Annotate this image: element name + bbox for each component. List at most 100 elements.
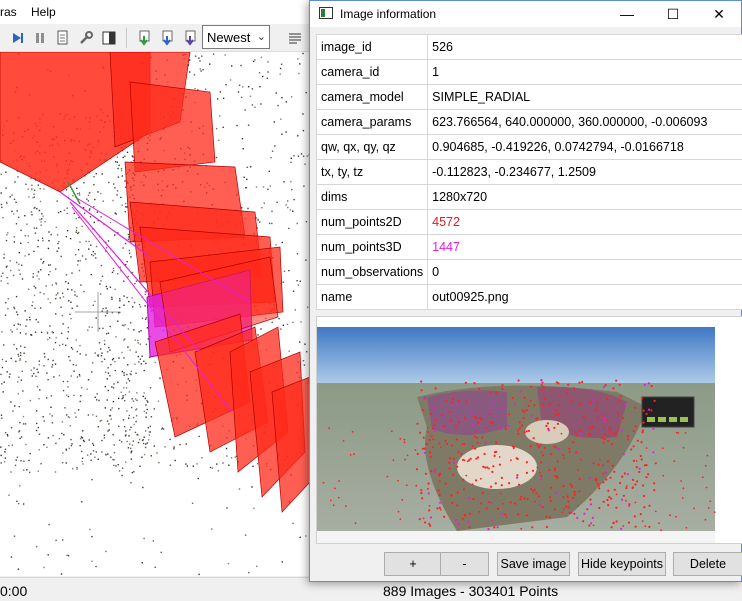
point-cloud-view[interactable] — [0, 52, 310, 576]
download-purple-icon[interactable] — [180, 27, 202, 49]
zoom-out-button[interactable]: - — [440, 552, 489, 576]
point — [134, 431, 137, 434]
point — [80, 450, 83, 453]
keypoint — [553, 426, 556, 429]
hide-keypoints-button[interactable]: Hide keypoints — [578, 552, 666, 576]
point — [109, 375, 111, 377]
point — [145, 412, 148, 414]
keypoint — [421, 408, 424, 412]
point — [302, 155, 305, 157]
point — [65, 189, 68, 191]
keypoint — [608, 496, 611, 499]
download-blue-icon[interactable] — [157, 27, 179, 49]
point — [60, 573, 63, 575]
point — [305, 259, 307, 261]
point — [209, 466, 212, 469]
close-button[interactable]: ✕ — [713, 5, 725, 22]
info-key: camera_model — [315, 84, 429, 110]
table-row[interactable]: camera_params 623.766564, 640.000000, 36… — [315, 109, 742, 135]
point — [161, 427, 164, 429]
point — [229, 79, 232, 81]
keypoint — [713, 511, 716, 513]
point — [55, 442, 57, 445]
keypoint — [556, 422, 559, 425]
point — [31, 375, 33, 377]
table-row[interactable]: num_observations 0 — [315, 259, 742, 285]
point — [106, 378, 108, 380]
newest-select[interactable]: Newest ⌄ — [202, 25, 270, 49]
point — [215, 156, 218, 159]
delete-button[interactable]: Delete — [673, 552, 742, 576]
table-row[interactable]: image_id 526 — [315, 34, 742, 60]
point — [15, 360, 17, 363]
point — [169, 438, 171, 441]
point — [111, 359, 114, 361]
keypoint — [438, 480, 441, 483]
keypoint — [595, 479, 598, 482]
point — [139, 465, 141, 467]
keypoint — [640, 397, 643, 400]
point — [89, 216, 92, 218]
point — [106, 351, 109, 353]
align-icon[interactable] — [284, 27, 306, 49]
point — [22, 415, 25, 418]
point — [107, 240, 110, 242]
keypoint — [627, 435, 630, 438]
point — [19, 352, 22, 354]
download-green-icon[interactable] — [134, 27, 156, 49]
point — [240, 64, 242, 67]
keypoint — [466, 460, 469, 463]
point — [0, 192, 2, 194]
save-image-button[interactable]: Save image — [497, 552, 570, 576]
point — [108, 429, 110, 431]
table-row[interactable]: tx, ty, tz -0.112823, -0.234677, 1.2509 — [315, 159, 742, 185]
minimize-button[interactable]: — — [620, 6, 634, 22]
point — [116, 161, 118, 163]
point — [32, 301, 34, 303]
point — [9, 260, 11, 262]
point — [141, 562, 143, 564]
keypoint — [588, 524, 591, 527]
point — [123, 280, 125, 282]
point — [81, 457, 84, 459]
point — [80, 386, 83, 389]
table-row[interactable]: camera_model SIMPLE_RADIAL — [315, 84, 742, 110]
wrench-icon[interactable] — [75, 27, 97, 49]
zoom-in-button[interactable]: + — [384, 552, 442, 576]
maximize-button[interactable]: ☐ — [666, 5, 680, 22]
point — [169, 464, 172, 466]
point — [30, 369, 33, 371]
dialog-titlebar[interactable]: Image information — ☐ ✕ — [310, 1, 741, 27]
table-row[interactable]: dims 1280x720 — [315, 184, 742, 210]
point — [240, 96, 243, 99]
keypoint — [504, 427, 507, 430]
info-value: out00925.png — [427, 284, 742, 310]
point — [158, 461, 160, 464]
menu-item-extras[interactable]: ras — [0, 5, 17, 19]
image-preview[interactable] — [316, 316, 742, 544]
keypoint — [558, 404, 561, 407]
point — [304, 343, 306, 345]
keypoint — [510, 459, 512, 462]
document-icon[interactable] — [52, 27, 74, 49]
contrast-icon[interactable] — [98, 27, 120, 49]
point — [39, 218, 41, 221]
keypoint — [603, 417, 606, 421]
point — [75, 364, 77, 366]
keypoint — [541, 388, 544, 391]
play-icon[interactable] — [6, 27, 28, 49]
table-row[interactable]: name out00925.png — [315, 284, 742, 310]
keypoint — [562, 496, 565, 499]
table-row[interactable]: num_points3D 1447 — [315, 234, 742, 260]
reconstruction-viewport[interactable] — [0, 52, 310, 576]
point — [38, 433, 41, 435]
menu-item-help[interactable]: Help — [31, 5, 56, 19]
pause-icon[interactable] — [29, 27, 51, 49]
point — [79, 344, 81, 347]
table-row[interactable]: num_points2D 4572 — [315, 209, 742, 235]
table-row[interactable]: camera_id 1 — [315, 59, 742, 85]
point — [205, 88, 207, 90]
point — [48, 274, 50, 276]
table-row[interactable]: qw, qx, qy, qz 0.904685, -0.419226, 0.07… — [315, 134, 742, 160]
point — [77, 231, 80, 234]
